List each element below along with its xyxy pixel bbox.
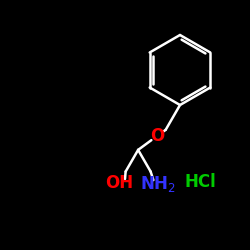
Text: O: O <box>150 127 164 145</box>
Text: NH$_2$: NH$_2$ <box>140 174 176 194</box>
Text: HCl: HCl <box>184 172 216 190</box>
Text: OH: OH <box>105 174 133 192</box>
